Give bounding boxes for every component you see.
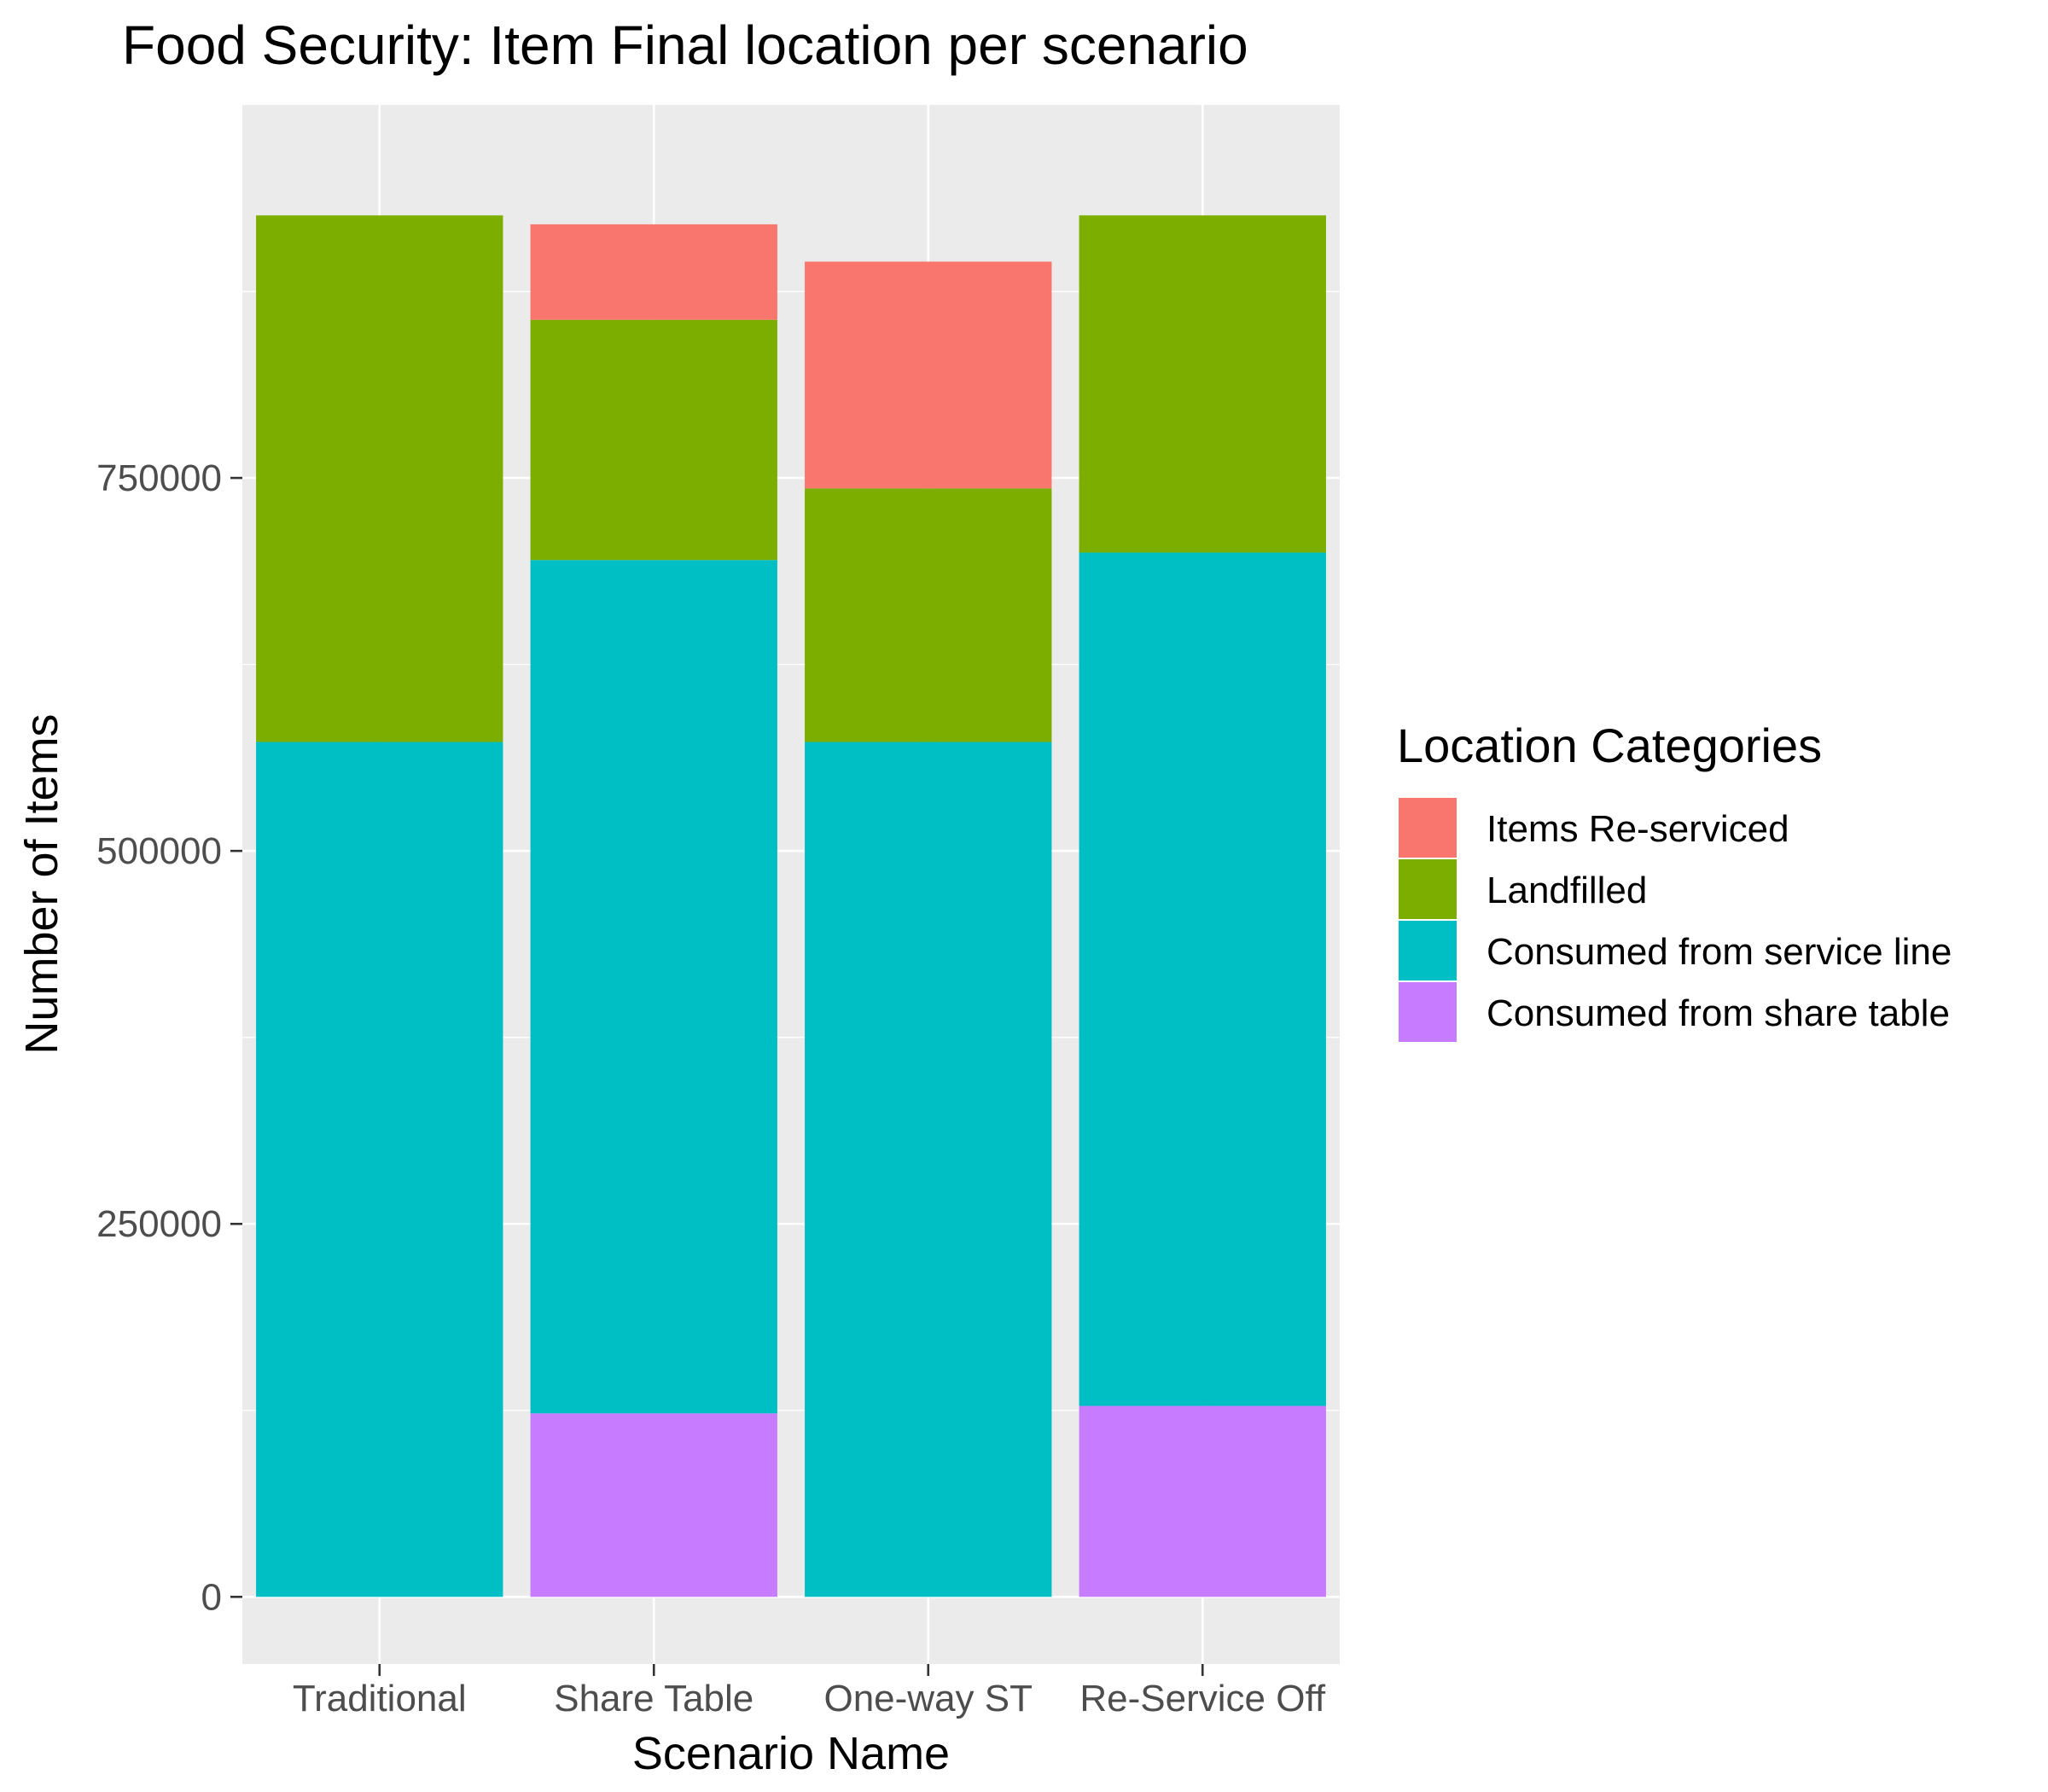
legend: Location Categories Items Re-serviced Lan… xyxy=(1397,719,1952,1042)
legend-title: Location Categories xyxy=(1397,719,1822,772)
legend-key xyxy=(1399,921,1457,980)
y-axis-title: Number of Items xyxy=(16,713,67,1054)
bar-segment-items-re-serviced xyxy=(805,261,1052,489)
bar-segment-consumed-from-service-line xyxy=(805,742,1052,1597)
legend-label: Items Re-serviced xyxy=(1487,808,1789,850)
x-tick-label: Re-Service Off xyxy=(1079,1678,1325,1719)
bar-segment-items-re-serviced xyxy=(530,224,777,320)
bar-segment-consumed-from-share-table xyxy=(1079,1405,1326,1597)
y-tick-label: 0 xyxy=(201,1576,222,1618)
x-tick-label: Share Table xyxy=(554,1678,753,1719)
bar-segment-consumed-from-service-line xyxy=(530,560,777,1414)
legend-key xyxy=(1399,798,1457,858)
legend-label: Consumed from share table xyxy=(1487,992,1950,1034)
bar-segment-consumed-from-service-line xyxy=(1079,552,1326,1406)
chart-title: Food Security: Item Final location per s… xyxy=(122,15,1248,76)
x-axis: Traditional Share Table One-way ST Re-Servi… xyxy=(293,1664,1326,1719)
bar-segment-consumed-from-service-line xyxy=(256,742,503,1597)
y-axis: 0 250000 500000 750000 xyxy=(96,457,242,1618)
legend-key xyxy=(1399,859,1457,919)
bar-segment-landfilled xyxy=(1079,215,1326,553)
x-tick-label: One-way ST xyxy=(823,1678,1033,1719)
y-tick-label: 250000 xyxy=(96,1203,222,1245)
x-tick-label: Traditional xyxy=(293,1678,467,1719)
legend-key xyxy=(1399,982,1457,1042)
y-tick-label: 500000 xyxy=(96,830,222,872)
bar-segment-landfilled xyxy=(530,319,777,561)
legend-label: Consumed from service line xyxy=(1487,931,1952,973)
bar-segment-consumed-from-share-table xyxy=(530,1413,777,1597)
legend-label: Landfilled xyxy=(1487,870,1647,911)
y-tick-label: 750000 xyxy=(96,457,222,499)
bar-segment-landfilled xyxy=(256,215,503,742)
x-axis-title: Scenario Name xyxy=(632,1728,950,1779)
bars xyxy=(256,215,1326,1597)
bar-segment-landfilled xyxy=(805,488,1052,742)
